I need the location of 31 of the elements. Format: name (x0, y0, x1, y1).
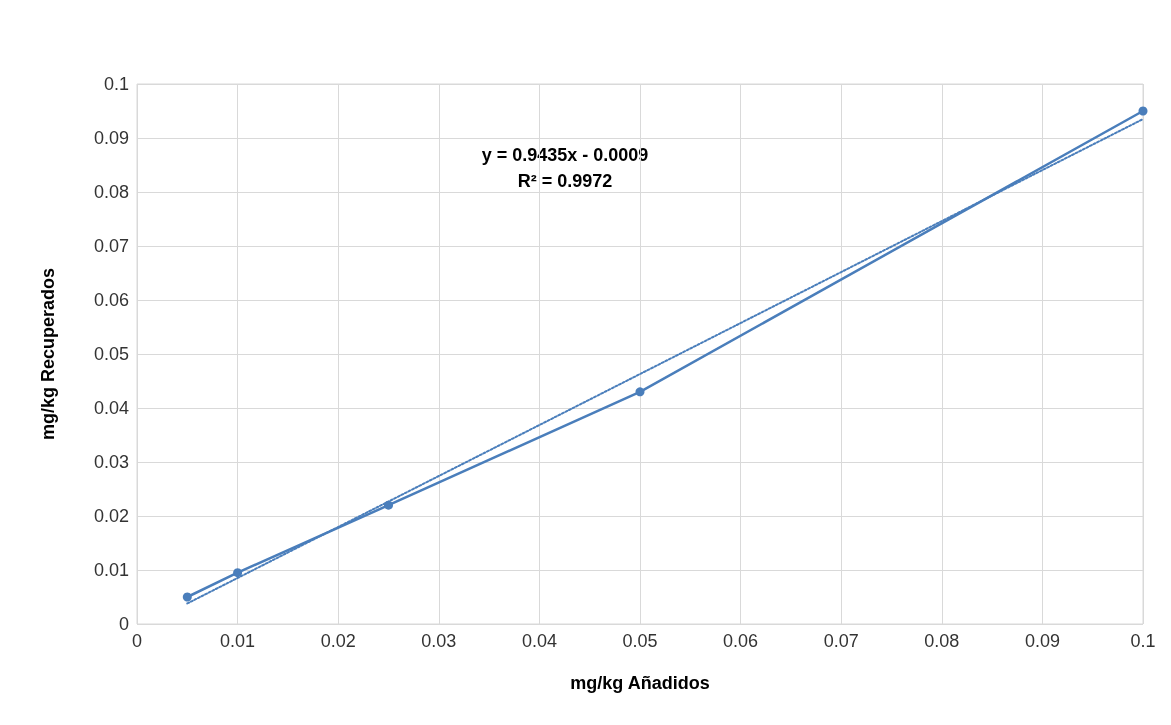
y-tick-label: 0.1 (103, 74, 129, 94)
x-tick-label: 0.05 (622, 631, 658, 651)
y-tick-label: 0.02 (93, 506, 129, 526)
y-tick-label: 0.03 (93, 452, 129, 472)
y-tick-label: 0.04 (93, 398, 129, 418)
x-tick-label: 0.04 (521, 631, 557, 651)
y-tick-label: 0.01 (93, 560, 129, 580)
point (1138, 106, 1148, 116)
x-tick-label: 0.07 (823, 631, 859, 651)
x-tick-label: 0.08 (924, 631, 960, 651)
point (182, 592, 192, 602)
x-tick-label: 0.02 (320, 631, 356, 651)
x-tick-label: 0.1 (1130, 631, 1156, 651)
y-tick-label: 0.05 (93, 344, 129, 364)
y-tick-label: 0 (118, 614, 129, 634)
point (384, 500, 393, 510)
y-tick-label: 0.09 (93, 128, 129, 148)
point (233, 568, 243, 578)
point (635, 387, 645, 397)
y-tick-label: 0.07 (93, 236, 129, 256)
x-tick-label: 0.03 (421, 631, 457, 651)
x-axis-title: mg/kg Añadidos (570, 673, 710, 693)
y-tick-label: 0.08 (93, 182, 129, 202)
x-tick-label: 0 (131, 631, 143, 651)
annotation: R² = 0.9972 (517, 171, 613, 191)
y-axis-title: mg/kg Recuperados (38, 267, 58, 441)
x-tick-label: 0.09 (1024, 631, 1060, 651)
x-tick-label: 0.06 (723, 631, 759, 651)
annotation: y = 0.9435x - 0.0009 (481, 145, 649, 165)
y-tick-label: 0.06 (93, 290, 129, 310)
x-tick-label: 0.01 (220, 631, 256, 651)
